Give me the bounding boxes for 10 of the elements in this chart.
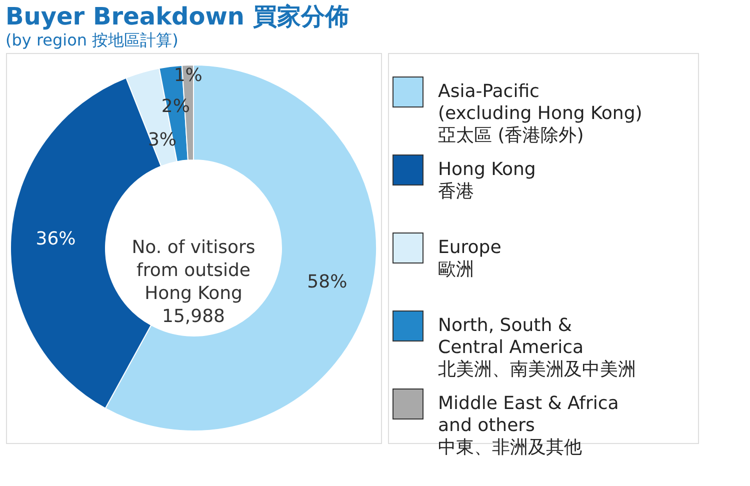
text: No. of vitisors from outside Hong Kong 15,988 bbox=[132, 237, 256, 327]
chart-title: Buyer Breakdown 買家分佈 bbox=[6, 2, 349, 30]
data-label: 36% bbox=[36, 228, 76, 250]
chart-subtitle: (by region 按地區計算) bbox=[6, 30, 178, 50]
data-label: 58% bbox=[307, 271, 348, 292]
legend-label: Asia-Pacific (excluding Hong Kong) 亞太區 (香港除外) bbox=[438, 81, 642, 146]
legend-label: Middle East & Africa and others 中東、非洲及其他 bbox=[438, 393, 619, 458]
legend-label: Hong Kong 香港 bbox=[438, 159, 536, 202]
legend-label: Europe 歐洲 bbox=[438, 237, 502, 280]
legend-label: North, South & Central America 北美洲、南美洲及中美洲 bbox=[438, 315, 636, 380]
